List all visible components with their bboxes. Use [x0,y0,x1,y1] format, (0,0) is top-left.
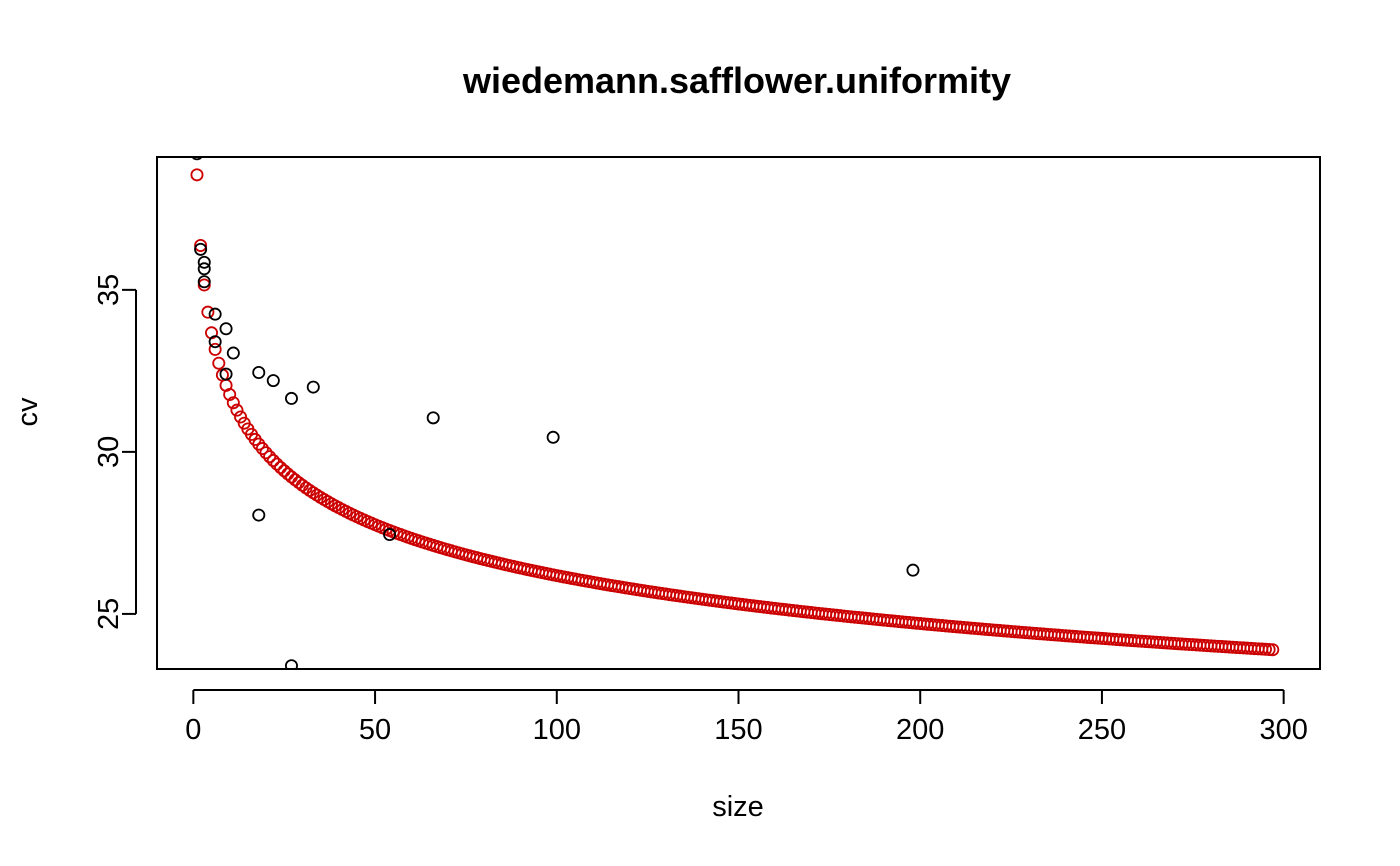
x-tick-label: 200 [896,714,944,746]
fitted-point [1266,643,1280,657]
fitted-point [255,442,269,456]
fitted-point [212,356,226,370]
x-tick-label: 100 [533,714,581,746]
observed-point [194,242,208,256]
observed-point [906,563,920,577]
observed-point [284,391,298,405]
observed-point [191,157,203,161]
y-axis: 25 30 35 [93,274,137,630]
fitted-series [190,168,1280,657]
fitted-point [263,450,277,464]
x-tick-label: 0 [185,714,201,746]
observed-point [226,346,240,360]
observed-point [219,322,233,336]
fitted-point [259,446,273,460]
fitted-point [274,461,288,475]
fitted-point [208,342,222,356]
fitted-point [270,457,284,471]
x-axis: 0 50 100 150 200 250 300 [185,689,1308,746]
observed-point [546,430,560,444]
y-tick-label: 25 [93,598,125,630]
fitted-point [194,238,208,252]
observed-point [208,307,222,321]
x-axis-label: size [712,791,764,823]
observed-point [284,659,298,669]
observed-point [266,374,280,388]
fitted-point [230,403,244,417]
observed-point [197,275,211,289]
plot-frame [156,156,1321,670]
observed-series [191,157,920,669]
x-tick-label: 50 [359,714,391,746]
y-tick-label: 30 [93,436,125,468]
fitted-point [234,410,248,424]
observed-point [383,528,397,542]
fitted-point [190,168,204,182]
x-tick-label: 150 [714,714,762,746]
observed-point [208,335,222,349]
observed-point [197,255,211,269]
x-tick-label: 300 [1259,714,1307,746]
observed-point [219,367,233,381]
fitted-point [266,453,280,467]
observed-point [197,262,211,276]
observed-point [306,380,320,394]
observed-point [252,365,266,379]
fitted-point [223,388,237,402]
observed-point [426,411,440,425]
y-tick-label: 35 [93,274,125,306]
observed-point [252,508,266,522]
fitted-point [226,396,240,410]
fitted-point [201,305,215,319]
x-tick-label: 250 [1078,714,1126,746]
chart-title: wiedemann.safflower.uniformity [462,60,1011,101]
y-axis-label: cv [12,397,44,427]
